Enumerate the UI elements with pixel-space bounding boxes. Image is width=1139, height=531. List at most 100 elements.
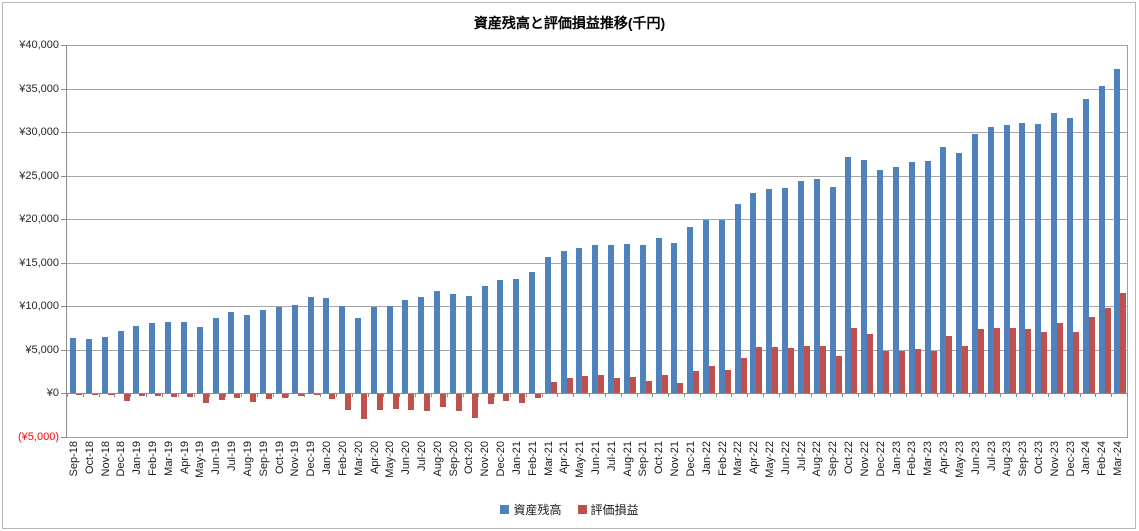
bar-pnl <box>1104 308 1111 394</box>
x-axis-tick <box>304 393 306 398</box>
bar-asset <box>370 307 377 394</box>
y-axis-label: ¥30,000 <box>19 126 59 139</box>
bar-asset <box>212 318 219 394</box>
gridline <box>67 219 1127 221</box>
bar-pnl <box>345 394 352 411</box>
x-axis-tick <box>161 393 163 398</box>
x-axis-label: Nov-23 <box>1048 441 1061 477</box>
x-axis-label: Jul-22 <box>795 441 808 471</box>
bar-asset <box>228 312 235 394</box>
bar-pnl <box>677 383 684 394</box>
legend-item-pnl: 評価損益 <box>577 501 639 518</box>
x-axis-label: Dec-20 <box>495 441 508 477</box>
x-axis-label: Jan-20 <box>321 441 334 475</box>
bar-pnl <box>645 380 652 394</box>
x-axis-tick <box>399 393 401 398</box>
x-axis-tick <box>778 393 780 398</box>
bar-pnl <box>851 327 858 394</box>
x-axis-tick <box>636 393 638 398</box>
bar-asset <box>1035 124 1042 394</box>
x-axis-tick <box>272 393 274 398</box>
x-axis-tick <box>320 393 322 398</box>
x-axis-label: Apr-22 <box>748 441 761 475</box>
x-axis-label: Sep-21 <box>637 441 650 477</box>
bar-pnl <box>946 336 953 394</box>
x-axis-label: Feb-22 <box>716 441 729 476</box>
bar-pnl <box>550 382 557 394</box>
x-axis-label: Dec-19 <box>305 441 318 477</box>
x-axis-tick <box>604 393 606 398</box>
x-axis-label: Sep-20 <box>447 441 460 477</box>
x-axis-label: Nov-22 <box>858 441 871 477</box>
x-axis-label: Mar-21 <box>542 441 555 476</box>
x-axis-tick <box>573 393 575 398</box>
x-axis-label: Oct-21 <box>653 441 666 475</box>
x-axis-tick <box>82 393 84 398</box>
bar-pnl <box>281 394 288 399</box>
x-axis-tick <box>794 393 796 398</box>
bar-asset <box>576 247 583 394</box>
bar-asset <box>1019 123 1026 394</box>
bar-asset <box>623 243 630 394</box>
x-axis-tick <box>905 393 907 398</box>
bar-asset <box>687 226 694 394</box>
bar-pnl <box>724 369 731 394</box>
bar-pnl <box>883 350 890 394</box>
gridline <box>67 45 1127 46</box>
bar-pnl <box>250 394 257 403</box>
bar-asset <box>70 337 77 394</box>
bar-pnl <box>234 394 241 399</box>
bar-asset <box>892 167 899 394</box>
x-axis-tick <box>98 393 100 398</box>
bar-pnl <box>1088 316 1095 394</box>
bar-pnl <box>709 366 716 394</box>
bar-pnl <box>440 394 447 407</box>
x-axis-tick <box>177 393 179 398</box>
bar-asset <box>260 310 267 394</box>
bar-pnl <box>408 394 415 410</box>
bar-asset <box>149 323 156 394</box>
y-axis-label: ¥0 <box>46 387 59 400</box>
bar-pnl <box>297 394 304 396</box>
x-axis-tick <box>225 393 227 398</box>
y-axis-label: ¥35,000 <box>19 82 59 95</box>
bar-asset <box>291 304 298 394</box>
x-axis-tick <box>557 393 559 398</box>
x-axis-tick <box>430 393 432 398</box>
x-axis-label: Dec-18 <box>115 441 128 477</box>
x-axis-tick <box>494 393 496 398</box>
bar-asset <box>608 244 615 394</box>
legend-item-asset: 資産残高 <box>500 501 562 518</box>
y-axis-tick <box>61 88 66 90</box>
bar-pnl <box>693 370 700 394</box>
x-axis-tick <box>858 393 860 398</box>
bar-pnl <box>819 345 826 394</box>
y-axis-tick <box>61 45 66 46</box>
bar-pnl <box>835 356 842 394</box>
bar-asset <box>1114 68 1121 394</box>
bar-pnl <box>92 394 99 396</box>
gridline <box>67 88 1127 90</box>
x-axis-label: Oct-18 <box>83 441 96 475</box>
x-axis-tick <box>589 393 591 398</box>
bar-asset <box>1003 125 1010 394</box>
bar-asset <box>782 188 789 394</box>
x-axis-tick <box>1095 393 1097 398</box>
bar-asset <box>877 170 884 394</box>
x-axis-tick <box>747 393 749 398</box>
x-axis-label: Oct-19 <box>273 441 286 475</box>
bar-asset <box>481 285 488 394</box>
x-axis-tick <box>842 393 844 398</box>
x-axis-tick <box>415 393 417 398</box>
x-axis-tick <box>1079 393 1081 398</box>
x-axis-tick <box>937 393 939 398</box>
bar-pnl <box>1041 331 1048 394</box>
bar-pnl <box>76 394 83 396</box>
x-axis-tick <box>114 393 116 398</box>
x-axis-tick <box>952 393 954 398</box>
bar-asset <box>544 256 551 394</box>
bar-pnl <box>740 357 747 394</box>
x-axis-tick <box>541 393 543 398</box>
bar-asset <box>307 296 314 394</box>
bar-pnl <box>519 394 526 404</box>
